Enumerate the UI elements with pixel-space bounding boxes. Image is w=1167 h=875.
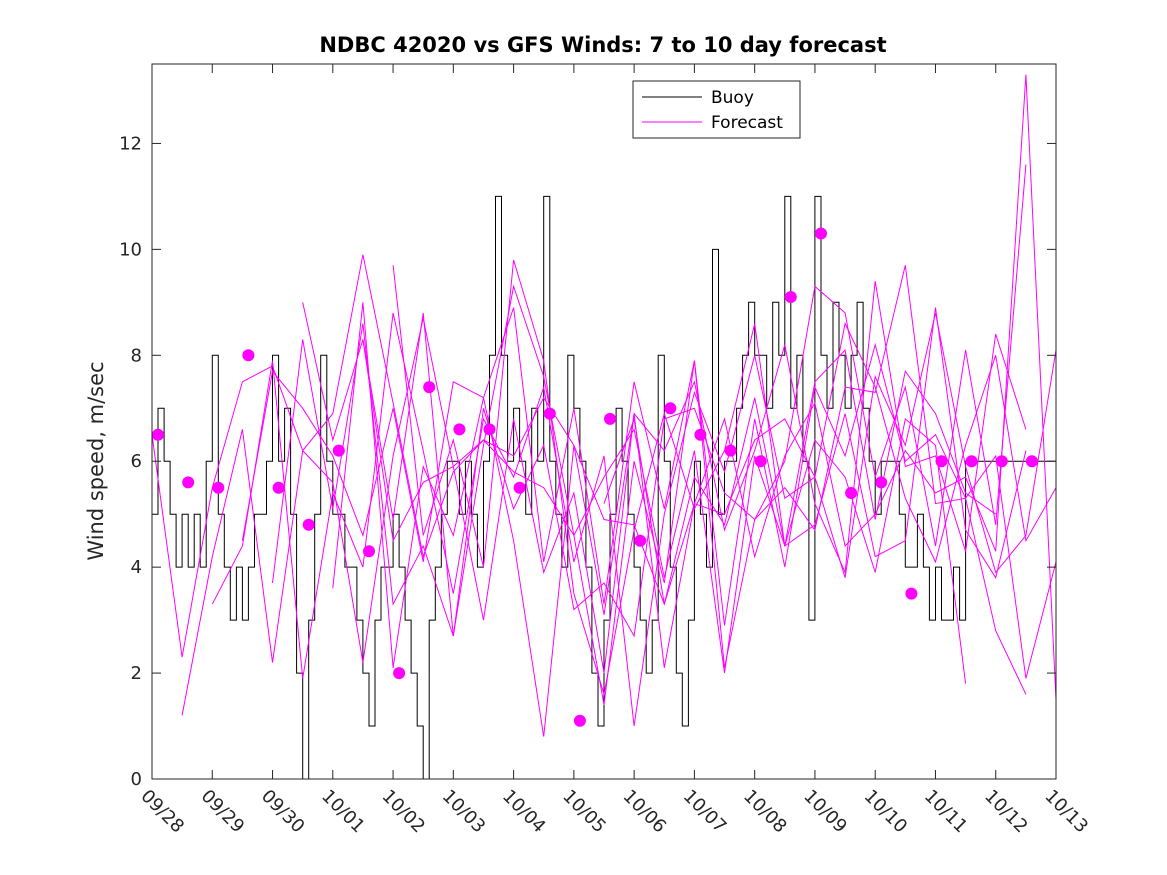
legend-forecast-label: Forecast	[711, 113, 783, 133]
legend-buoy-label: Buoy	[711, 88, 754, 108]
forecast-marker	[393, 667, 406, 680]
legend-box	[632, 80, 801, 139]
forecast-series-line	[211, 312, 1057, 727]
forecast-series-line	[272, 164, 1027, 638]
forecast-series-line	[302, 265, 1027, 705]
legend: Buoy Forecast	[632, 80, 801, 139]
y-tick-label: 8	[131, 345, 142, 366]
y-tick-label: 4	[131, 557, 142, 578]
forecast-marker	[664, 402, 677, 415]
forecast-marker	[634, 534, 647, 547]
axes-box	[151, 63, 1057, 780]
forecast-marker	[212, 481, 225, 494]
forecast-marker	[724, 444, 737, 457]
y-tick-label: 2	[131, 663, 142, 684]
forecast-marker	[875, 476, 888, 489]
forecast-series-line	[392, 259, 996, 695]
forecast-marker	[152, 428, 164, 441]
y-tick-label: 0	[131, 769, 142, 790]
forecast-series-line	[181, 74, 1057, 716]
forecast-marker	[302, 518, 315, 531]
y-axis-label: Wind speed, m/sec	[84, 361, 108, 560]
forecast-series-line	[241, 307, 1057, 679]
forecast-marker	[272, 481, 285, 494]
forecast-marker	[815, 227, 827, 240]
y-tick-label: 10	[119, 239, 142, 260]
forecast-marker	[182, 476, 195, 489]
forecast-marker	[845, 487, 858, 499]
forecast-marker	[513, 481, 526, 494]
forecast-marker	[754, 455, 767, 468]
forecast-marker	[483, 423, 496, 436]
forecast-marker	[242, 349, 255, 362]
forecast-marker	[453, 423, 466, 436]
forecast-marker	[935, 455, 948, 468]
forecast-marker	[423, 381, 436, 394]
forecast-marker	[573, 714, 586, 727]
forecast-marker	[784, 291, 797, 303]
forecast-marker	[363, 545, 375, 558]
forecast-marker	[995, 455, 1008, 468]
forecast-marker	[604, 412, 616, 425]
forecast-marker	[1025, 455, 1038, 468]
forecast-marker	[332, 444, 345, 457]
forecast-series-line	[362, 284, 1027, 674]
y-tick-label: 12	[119, 133, 142, 154]
y-tick-label: 6	[131, 451, 142, 472]
forecast-marker	[694, 428, 707, 441]
forecast-series-line	[332, 281, 1027, 737]
forecast-marker	[905, 587, 918, 600]
forecast-series-line	[603, 397, 967, 684]
plot-area	[151, 74, 1057, 780]
forecast-marker	[965, 455, 978, 468]
forecast-marker	[543, 407, 556, 420]
chart-title: NDBC 42020 vs GFS Winds: 7 to 10 day for…	[319, 33, 886, 57]
